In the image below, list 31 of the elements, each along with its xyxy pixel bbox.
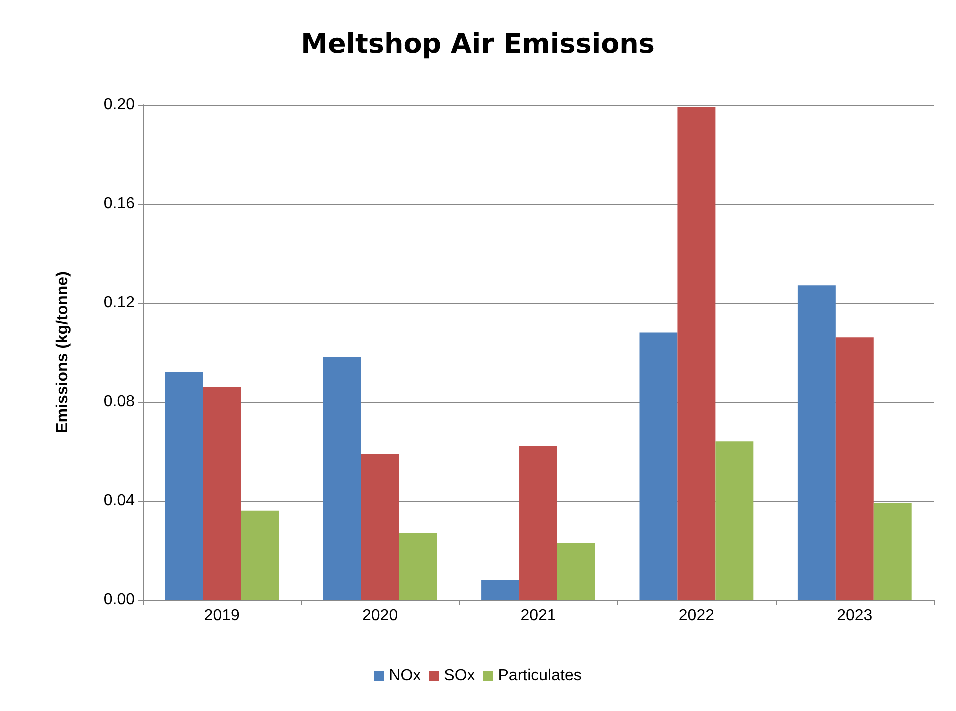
bar — [203, 387, 242, 600]
bar — [520, 446, 558, 600]
y-tick-label: 0.12 — [104, 294, 136, 312]
bar — [640, 332, 678, 600]
bar — [716, 442, 754, 600]
bar — [482, 580, 520, 600]
bar — [399, 533, 438, 600]
bar — [678, 107, 716, 600]
y-tick-label: 0.00 — [104, 592, 136, 608]
chart-title: Meltshop Air Emissions — [301, 29, 655, 60]
x-tick-label: 2022 — [678, 608, 715, 624]
legend-label: SOx — [444, 668, 476, 684]
x-tick-label: 2023 — [837, 608, 873, 624]
legend-label: NOx — [389, 668, 422, 684]
bar — [874, 503, 912, 600]
bar — [836, 338, 874, 600]
x-tick-label: 2021 — [520, 608, 556, 624]
y-tick-label: 0.08 — [104, 394, 136, 410]
y-tick-label: 0.20 — [104, 96, 136, 114]
y-tick-label: 0.16 — [104, 196, 136, 212]
bar — [798, 286, 836, 600]
y-axis-title: Emissions (kg/tonne) — [54, 272, 72, 434]
bar — [241, 510, 280, 600]
bar — [165, 372, 204, 600]
bar — [557, 543, 596, 600]
y-tick-label: 0.04 — [104, 492, 136, 510]
bar — [361, 454, 400, 600]
x-tick-label: 2020 — [362, 608, 398, 624]
bar — [323, 357, 362, 600]
x-tick-label: 2019 — [204, 608, 240, 624]
legend-label: Particulates — [498, 668, 582, 684]
